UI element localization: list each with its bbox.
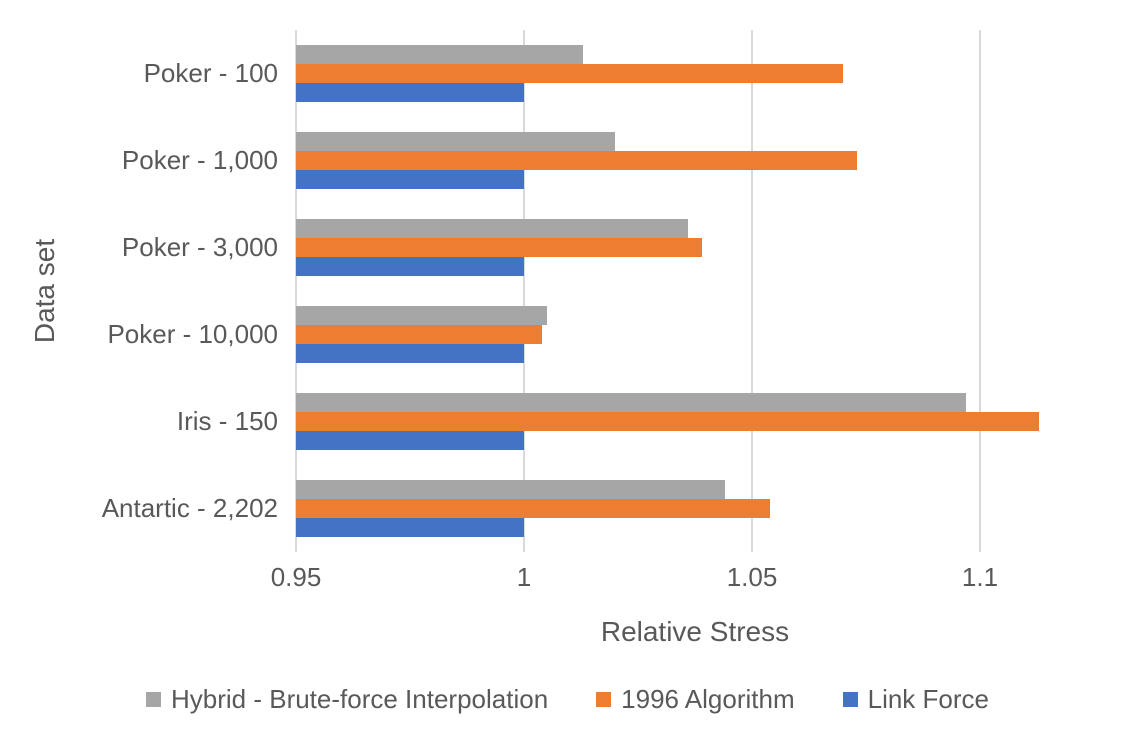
bar [296, 412, 1040, 431]
legend-item: Link Force [842, 684, 989, 715]
bar [296, 170, 524, 189]
bar [296, 238, 702, 257]
bar-group [296, 204, 1094, 291]
bar-group [296, 291, 1094, 378]
category-label: Antartic - 2,202 [101, 493, 278, 523]
gridline-x-1 [522, 30, 525, 552]
bar-group [296, 378, 1094, 465]
bar [296, 64, 844, 83]
bar [296, 393, 967, 412]
plot-area [295, 30, 1094, 552]
legend-swatch-icon [596, 692, 612, 707]
legend-swatch-icon [842, 692, 858, 707]
x-tick-label: 1 [516, 562, 532, 592]
bar [296, 83, 524, 102]
bar [296, 257, 524, 276]
legend-label: 1996 Algorithm [621, 684, 795, 714]
bar-groups [296, 30, 1094, 552]
bar [296, 480, 725, 499]
legend-item: 1996 Algorithm [596, 684, 795, 715]
category-label: Poker - 1,000 [121, 145, 278, 175]
category-label: Poker - 3,000 [121, 232, 278, 262]
category-axis-labels: Poker - 100 Poker - 1,000 Poker - 3,000 Pok… [0, 30, 278, 552]
gridline-x-1.1 [979, 30, 981, 552]
category-label: Poker - 100 [143, 58, 278, 88]
legend-swatch-icon [145, 692, 161, 707]
x-tick-label: 1.1 [961, 562, 999, 592]
bar [296, 518, 524, 537]
legend: Hybrid - Brute-force Interpolation 1996 A… [0, 684, 1135, 715]
bar [296, 45, 584, 64]
x-tick-label: 0.95 [270, 562, 322, 592]
bar [296, 499, 771, 518]
bar [296, 219, 689, 238]
bar-group [296, 465, 1094, 552]
bar [296, 306, 547, 325]
bar-group [296, 117, 1094, 204]
bar [296, 132, 616, 151]
category-label: Iris - 150 [176, 406, 278, 436]
bar [296, 325, 543, 344]
bar [296, 431, 524, 450]
x-tick-label: 1.05 [726, 562, 778, 592]
bar-group [296, 30, 1094, 117]
legend-item: Hybrid - Brute-force Interpolation [145, 684, 549, 715]
gridline-x-0.95 [295, 30, 297, 552]
gridline-x-1.05 [750, 30, 753, 552]
category-label: Poker - 10,000 [107, 319, 278, 349]
legend-label: Hybrid - Brute-force Interpolation [170, 684, 549, 714]
x-axis-title: Relative Stress [600, 616, 790, 647]
bar [296, 344, 524, 363]
x-axis-tick-labels: 0.95 1 1.05 1.1 [271, 562, 1094, 594]
legend-label: Link Force [867, 684, 989, 714]
bar [296, 151, 857, 170]
